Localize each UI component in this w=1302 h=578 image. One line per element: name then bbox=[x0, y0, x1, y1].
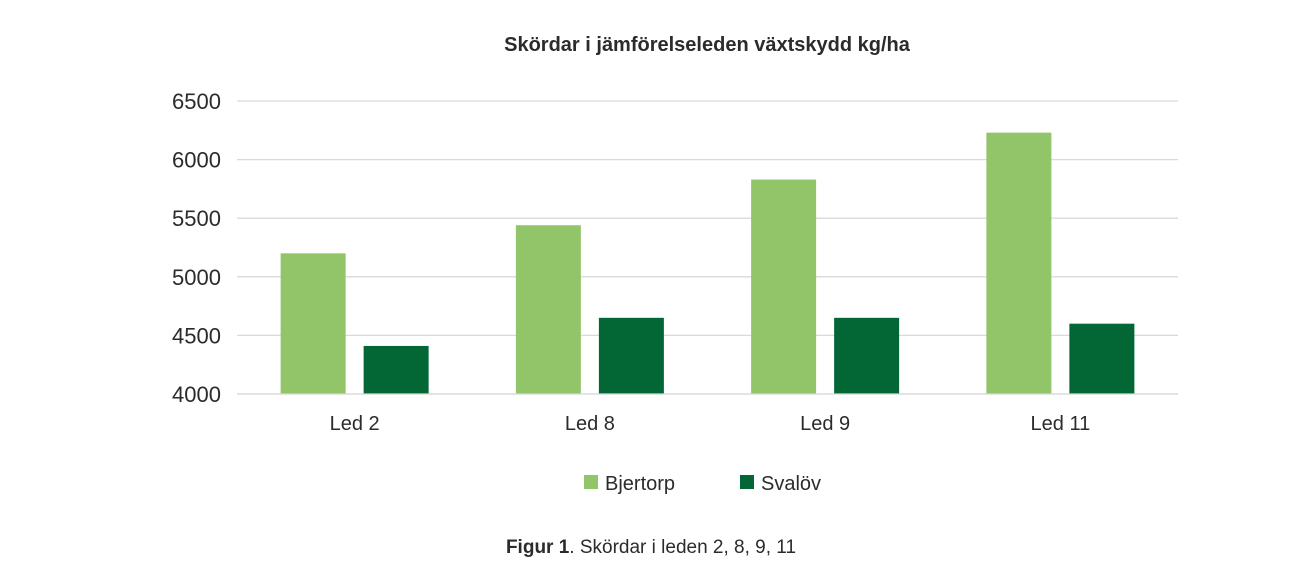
legend: Bjertorp Svalöv bbox=[584, 473, 821, 495]
legend-swatch bbox=[584, 475, 598, 489]
bar-chart: Skördar i jämförelseleden växtskydd kg/h… bbox=[172, 34, 1178, 495]
caption-label: Figur 1 bbox=[505, 537, 570, 558]
x-axis-ticks: Led 2 Led 8 Led 9 Led 11 bbox=[330, 413, 1091, 435]
bars bbox=[237, 132, 1178, 395]
y-tick-label: 5000 bbox=[172, 265, 221, 290]
legend-label: Bjertorp bbox=[605, 473, 675, 495]
legend-label: Svalöv bbox=[761, 473, 821, 495]
y-tick-label: 4500 bbox=[172, 323, 221, 348]
x-tick-label: Led 9 bbox=[800, 413, 850, 435]
bar-bjertorp-led-8 bbox=[515, 225, 581, 394]
x-tick-label: Led 2 bbox=[330, 413, 380, 435]
y-tick-label: 6000 bbox=[172, 148, 221, 173]
x-tick-label: Led 8 bbox=[565, 413, 615, 435]
caption-text: . Skördar i leden 2, 8, 9, 11 bbox=[569, 537, 797, 558]
bar-sval-v-led-2 bbox=[363, 345, 429, 394]
bar-bjertorp-led-2 bbox=[280, 253, 346, 394]
bar-sval-v-led-9 bbox=[834, 317, 900, 394]
x-tick-label: Led 11 bbox=[1031, 413, 1091, 435]
y-tick-label: 6500 bbox=[172, 89, 221, 114]
figure-caption: Figur 1. Skördar i leden 2, 8, 9, 11 bbox=[0, 537, 1302, 559]
y-axis-ticks: 4000 4500 5000 5500 6000 6500 bbox=[172, 89, 221, 407]
bar-sval-v-led-11 bbox=[1069, 323, 1135, 394]
y-tick-label: 4000 bbox=[172, 382, 221, 407]
bar-sval-v-led-8 bbox=[598, 317, 664, 394]
bar-bjertorp-led-9 bbox=[751, 179, 817, 394]
chart-title: Skördar i jämförelseleden växtskydd kg/h… bbox=[504, 34, 911, 56]
legend-swatch bbox=[740, 475, 754, 489]
bar-bjertorp-led-11 bbox=[986, 132, 1052, 395]
y-tick-label: 5500 bbox=[172, 206, 221, 231]
